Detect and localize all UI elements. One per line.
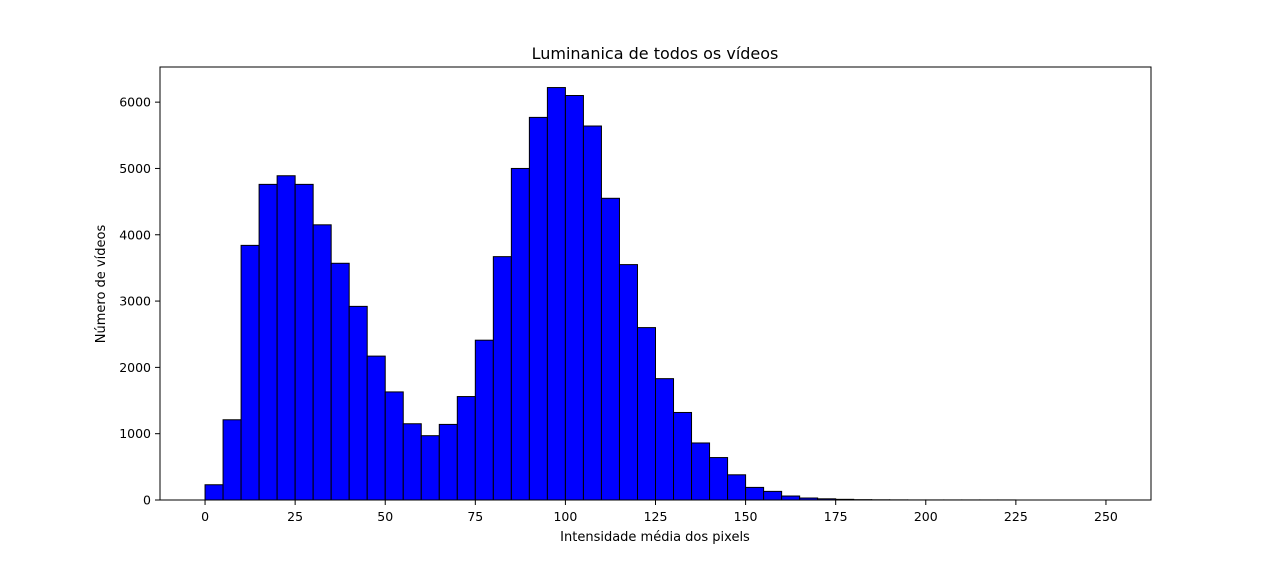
histogram-bar <box>240 244 260 501</box>
y-tick-label: 4000 <box>119 227 151 242</box>
x-tick-label: 25 <box>287 509 303 524</box>
x-tick-label: 50 <box>377 509 393 524</box>
histogram-bar <box>456 396 476 501</box>
y-tick-label: 2000 <box>119 360 151 375</box>
y-tick-label: 5000 <box>119 161 151 176</box>
x-tick-label: 75 <box>467 509 483 524</box>
histogram-bar <box>763 490 783 501</box>
histogram-bar <box>691 442 711 501</box>
histogram-bar <box>546 87 566 501</box>
x-tick-label: 100 <box>553 509 577 524</box>
x-axis-ticks: 0 25 50 75 100 125 150 175 200 225 250 <box>201 500 1118 524</box>
histogram-bar <box>258 183 278 501</box>
histogram-bar <box>276 175 296 501</box>
histogram-bar <box>781 495 801 501</box>
x-tick-label: 150 <box>734 509 758 524</box>
y-tick-label: 0 <box>143 493 151 508</box>
histogram-bar <box>600 197 620 501</box>
histogram-bar <box>528 116 548 501</box>
histogram-bar <box>727 474 747 501</box>
histogram-bar <box>492 256 512 501</box>
histogram-bar <box>294 183 314 501</box>
histogram-bar <box>510 167 530 501</box>
x-tick-label: 125 <box>644 509 668 524</box>
histogram-bar <box>330 262 350 501</box>
histogram-bar <box>438 423 458 501</box>
x-tick-label: 200 <box>914 509 938 524</box>
y-axis-ticks: 0 1000 2000 3000 4000 5000 6000 <box>119 95 160 508</box>
histogram-bar <box>384 391 404 501</box>
x-tick-label: 175 <box>824 509 848 524</box>
histogram-bar <box>204 484 224 501</box>
histogram-bar <box>348 305 368 501</box>
histogram-bar <box>564 95 584 501</box>
histogram-bar <box>312 224 332 501</box>
histogram-bar <box>745 486 765 501</box>
histogram-bar <box>618 264 638 501</box>
histogram-bar <box>474 339 494 501</box>
bars-group <box>204 87 1017 501</box>
histogram-bar <box>420 435 440 501</box>
y-tick-label: 3000 <box>119 294 151 309</box>
y-axis-label: Número de vídeos <box>94 225 109 344</box>
histogram-bar <box>636 327 656 501</box>
x-tick-label: 250 <box>1094 509 1118 524</box>
histogram-bar <box>366 355 386 501</box>
histogram-bar <box>582 125 602 501</box>
histogram-bar <box>655 378 675 501</box>
histogram-bar <box>709 457 729 501</box>
histogram-bar <box>673 411 693 501</box>
x-tick-label: 225 <box>1004 509 1028 524</box>
y-tick-label: 1000 <box>119 426 151 441</box>
chart-title: Luminanica de todos os vídeos <box>532 44 779 63</box>
histogram-bar <box>222 419 242 501</box>
y-tick-label: 6000 <box>119 95 151 110</box>
x-axis-label: Intensidade média dos pixels <box>560 530 750 545</box>
x-tick-label: 0 <box>201 509 209 524</box>
histogram-bar <box>402 423 422 501</box>
